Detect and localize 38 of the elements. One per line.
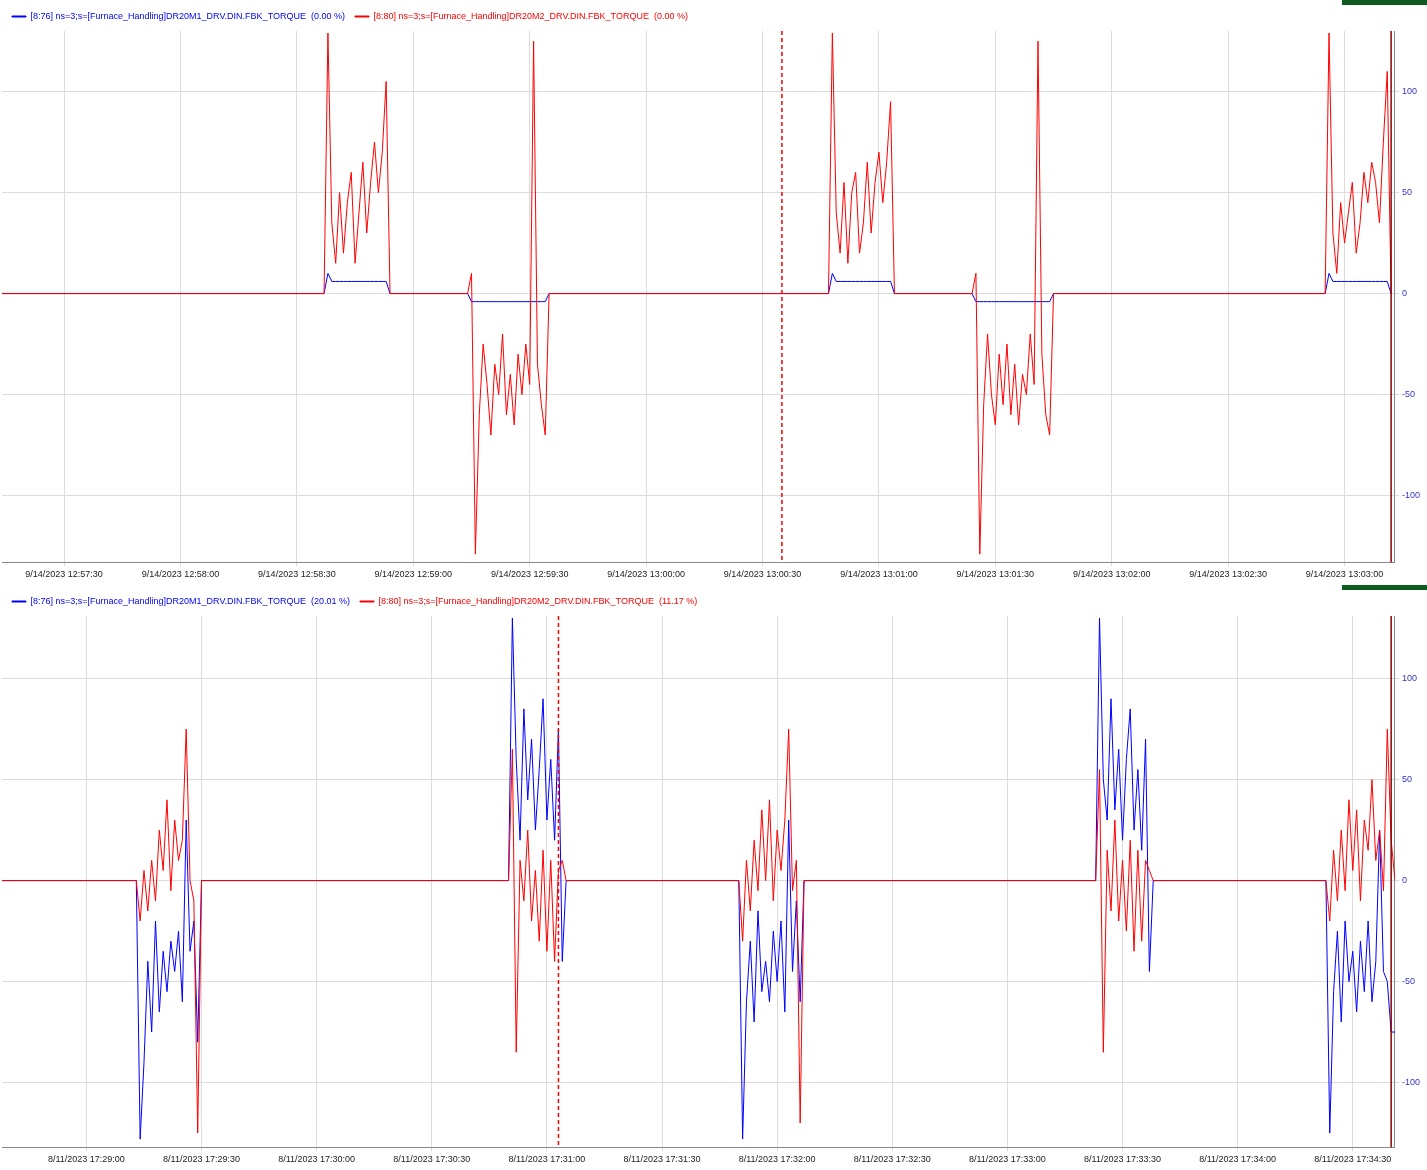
- x-tick-label: 8/11/2023 17:29:00: [47, 1154, 125, 1165]
- x-tick-label: 8/11/2023 17:31:00: [508, 1154, 586, 1165]
- x-tick-label: 9/14/2023 13:02:00: [1072, 569, 1151, 580]
- x-tick-label: 8/11/2023 17:34:00: [1199, 1154, 1277, 1165]
- x-tick-label: 8/11/2023 17:32:30: [853, 1154, 931, 1165]
- x-tick-label: 9/14/2023 13:01:30: [956, 569, 1035, 580]
- x-tick-label: 9/14/2023 12:58:30: [258, 569, 336, 580]
- legend-label: [8:80] ns=3;s=[Furnace_Handling]DR20M2_DRV.DIN.FBK_TORQUE (0.00 %): [373, 10, 688, 21]
- x-tick-label: 8/11/2023 17:32:00: [738, 1154, 816, 1165]
- y-tick-label: 0: [1401, 875, 1407, 886]
- x-tick-label: 9/14/2023 13:00:30: [723, 569, 802, 580]
- y-tick-label: -100: [1401, 490, 1420, 501]
- x-tick-label: 9/14/2023 12:57:30: [25, 569, 103, 580]
- y-tick-label: -50: [1401, 389, 1415, 400]
- y-tick-label: 50: [1401, 774, 1412, 785]
- x-tick-label: 9/14/2023 12:59:00: [374, 569, 453, 580]
- y-tick-label: 100: [1401, 673, 1418, 684]
- x-tick-label: 8/11/2023 17:30:00: [278, 1154, 356, 1165]
- y-tick-label: 50: [1401, 187, 1412, 198]
- x-tick-label: 8/11/2023 17:30:30: [393, 1154, 471, 1165]
- x-tick-label: 8/11/2023 17:34:30: [1314, 1154, 1392, 1165]
- x-tick-label: 8/11/2023 17:31:30: [623, 1154, 701, 1165]
- x-tick-label: 9/14/2023 13:03:00: [1305, 569, 1384, 580]
- x-tick-label: 9/14/2023 13:00:00: [607, 569, 685, 580]
- x-tick-label: 8/11/2023 17:33:30: [1084, 1154, 1161, 1165]
- x-tick-label: 8/11/2023 17:33:00: [968, 1154, 1046, 1165]
- legend-label: [8:76] ns=3;s=[Furnace_Handling]DR20M1_DRV.DIN.FBK_TORQUE (20.01 %): [30, 595, 350, 606]
- x-tick-label: 9/14/2023 13:01:00: [840, 569, 918, 580]
- legend-label: [8:80] ns=3;s=[Furnace_Handling]DR20M2_DRV.DIN.FBK_TORQUE (11.17 %): [378, 595, 698, 606]
- y-tick-label: 100: [1401, 86, 1418, 97]
- x-tick-label: 9/14/2023 12:58:00: [141, 569, 220, 580]
- x-tick-label: 9/14/2023 13:02:30: [1189, 569, 1267, 580]
- x-tick-label: 8/11/2023 17:29:30: [163, 1154, 240, 1165]
- y-tick-label: -100: [1401, 1077, 1420, 1088]
- y-tick-label: -50: [1401, 976, 1415, 987]
- legend-label: [8:76] ns=3;s=[Furnace_Handling]DR20M1_DRV.DIN.FBK_TORQUE (0.00 %): [30, 10, 345, 21]
- x-tick-label: 9/14/2023 12:59:30: [490, 569, 569, 580]
- y-tick-label: 0: [1401, 288, 1407, 299]
